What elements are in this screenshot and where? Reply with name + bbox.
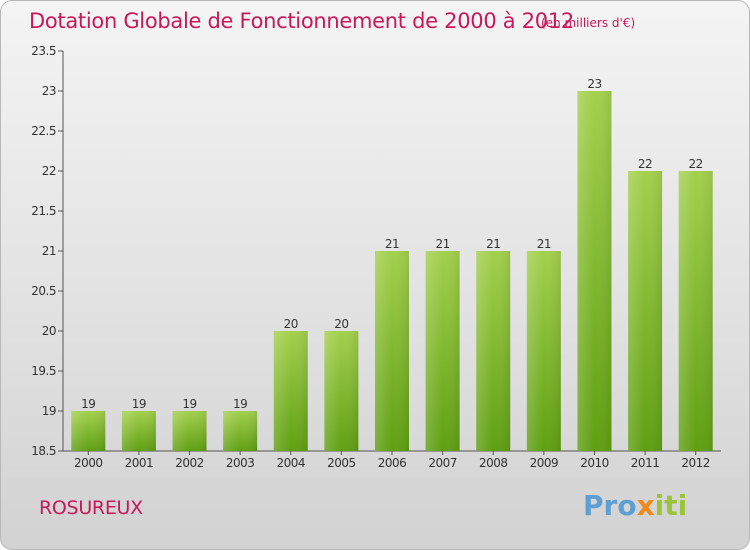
x-tick-label: 2000 — [74, 456, 103, 470]
bar-value-label: 23 — [587, 77, 601, 91]
bar-value-label: 20 — [284, 317, 298, 331]
y-tick-label: 20 — [42, 324, 56, 338]
bar-value-label: 21 — [385, 237, 399, 251]
bar-value-label: 22 — [689, 157, 703, 171]
chart-title: Dotation Globale de Fonctionnement de 20… — [29, 9, 574, 33]
x-tick-label: 2007 — [428, 456, 457, 470]
y-tick-label: 19 — [42, 404, 56, 418]
bar-value-label: 21 — [486, 237, 500, 251]
x-tick-label: 2012 — [681, 456, 710, 470]
bar-value-label: 19 — [81, 397, 95, 411]
x-tick-label: 2004 — [276, 456, 305, 470]
y-tick-label: 20.5 — [31, 284, 56, 298]
bar-value-label: 21 — [537, 237, 551, 251]
bar-shade — [628, 171, 663, 451]
x-tick-label: 2002 — [175, 456, 204, 470]
bar-value-label: 20 — [334, 317, 348, 331]
bar-shade — [678, 171, 713, 451]
bar-value-label: 22 — [638, 157, 652, 171]
logo-part-x: x — [636, 489, 655, 522]
bar-shade — [577, 91, 612, 451]
x-tick-label: 2003 — [226, 456, 255, 470]
x-tick-label: 2009 — [530, 456, 559, 470]
bar-shade — [172, 411, 207, 451]
bar-value-label: 19 — [132, 397, 146, 411]
bar-shade — [121, 411, 156, 451]
x-tick-label: 2005 — [327, 456, 356, 470]
place-name: ROSUREUX — [39, 497, 143, 519]
proxiti-logo[interactable]: Proxiti — [583, 489, 687, 522]
y-tick-label: 18.5 — [31, 444, 56, 458]
y-tick-label: 21 — [42, 244, 56, 258]
y-tick-label: 23 — [42, 84, 56, 98]
bar-value-label: 21 — [435, 237, 449, 251]
chart-unit: (en milliers d'€) — [541, 16, 636, 30]
bar-shade — [273, 331, 308, 451]
x-tick-label: 2008 — [479, 456, 508, 470]
x-tick-label: 2011 — [631, 456, 660, 470]
bar-shade — [476, 251, 511, 451]
bar-shade — [223, 411, 258, 451]
bar-shade — [425, 251, 460, 451]
bar-value-label: 19 — [182, 397, 196, 411]
y-tick-label: 19.5 — [31, 364, 56, 378]
bar-value-label: 19 — [233, 397, 247, 411]
bar-shade — [375, 251, 409, 451]
y-tick-label: 22 — [42, 164, 56, 178]
y-tick-label: 23.5 — [31, 44, 56, 58]
x-tick-label: 2001 — [125, 456, 154, 470]
y-tick-label: 21.5 — [31, 204, 56, 218]
x-tick-label: 2010 — [580, 456, 609, 470]
bar-shade — [71, 411, 106, 451]
bar-shade — [324, 331, 359, 451]
x-tick-label: 2006 — [378, 456, 407, 470]
logo-part-iti: iti — [654, 489, 688, 522]
y-tick-label: 22.5 — [31, 124, 56, 138]
bar-shade — [526, 251, 561, 451]
logo-part-pro: Pro — [583, 489, 637, 522]
